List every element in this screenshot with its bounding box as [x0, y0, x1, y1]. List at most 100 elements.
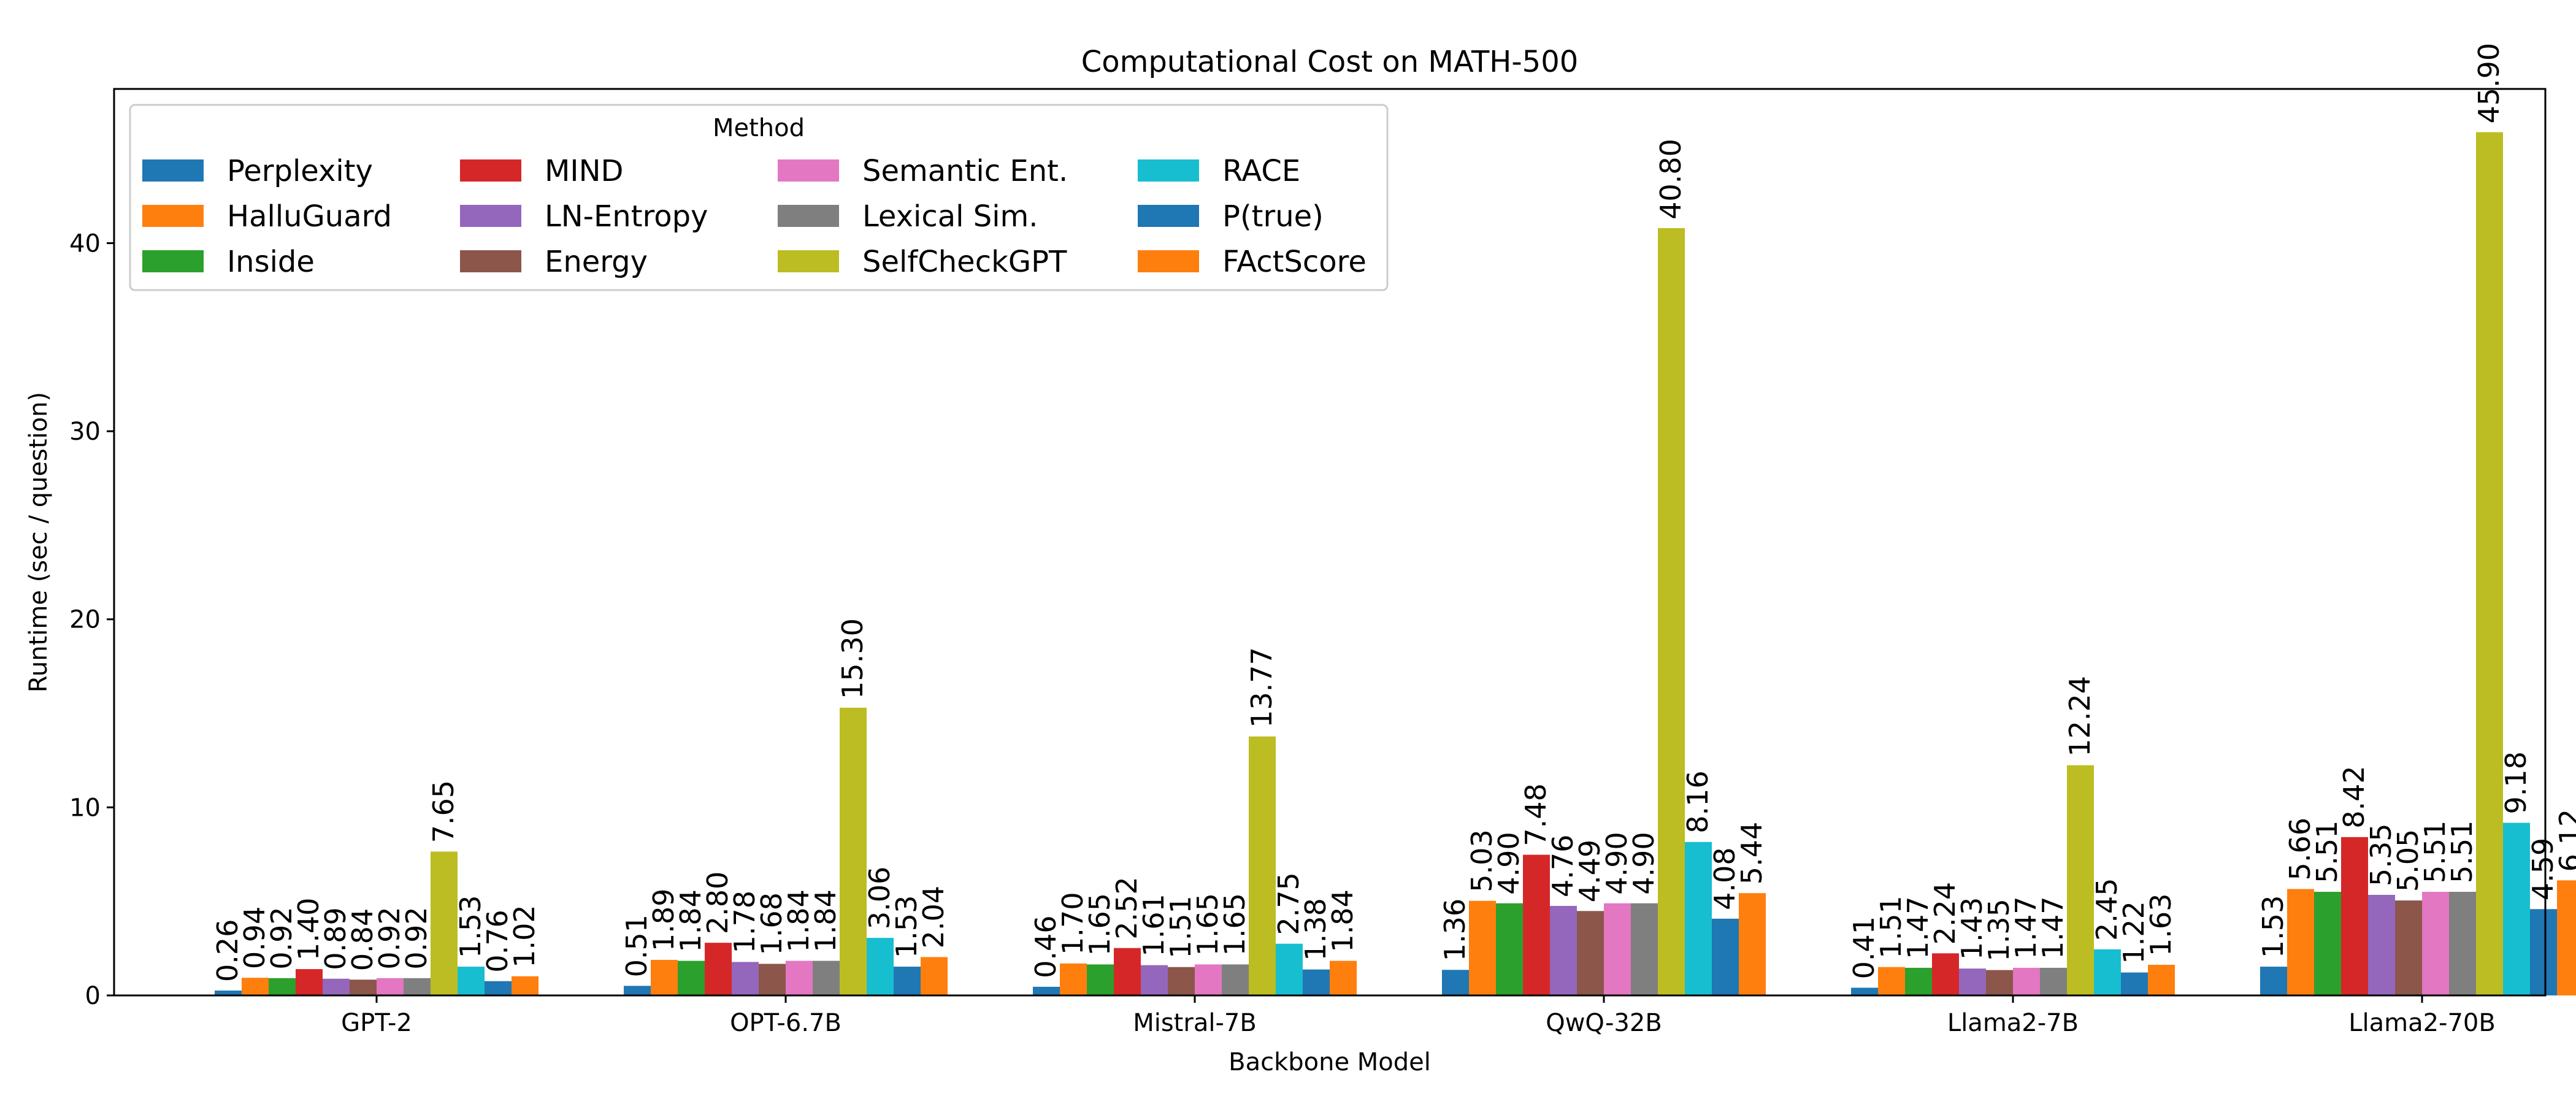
bar-value-label: 1.53 — [454, 895, 487, 958]
bar — [1685, 841, 1712, 995]
bar — [404, 978, 431, 995]
bar-value-label: 1.70 — [1056, 892, 1089, 954]
bar — [2341, 837, 2368, 995]
bar-value-label: 0.76 — [481, 910, 514, 972]
bar-value-label: 1.65 — [1083, 893, 1116, 956]
bar-value-label: 0.92 — [265, 907, 298, 969]
bar-value-label: 9.18 — [2499, 751, 2532, 814]
bar-value-label: 1.38 — [1299, 898, 1332, 960]
bar-value-label: 1.51 — [1874, 895, 1907, 958]
bar — [1249, 736, 1276, 995]
bar — [1878, 967, 1905, 995]
legend-label: Energy — [545, 245, 648, 279]
x-tick-label: OPT-6.7B — [730, 1009, 841, 1037]
legend-label: MIND — [545, 154, 623, 188]
bar — [296, 969, 323, 995]
bars-layer — [215, 132, 2576, 996]
bar-value-label: 1.47 — [1901, 897, 1934, 959]
bar — [1550, 906, 1577, 995]
bar-value-label: 1.84 — [1326, 889, 1359, 952]
bar-value-label: 8.42 — [2337, 765, 2371, 828]
bar-value-label: 5.51 — [2310, 821, 2344, 883]
bar-value-label: 6.12 — [2553, 809, 2576, 872]
bar-value-label: 2.45 — [2090, 878, 2123, 940]
bar-value-label: 1.68 — [755, 892, 788, 955]
y-axis-label: Runtime (sec / question) — [25, 392, 53, 692]
legend-items: Perplexity HalluGuard Inside MIND LN-Entropy… — [142, 154, 1367, 279]
bar — [1168, 967, 1195, 995]
bar-value-label: 4.90 — [1627, 832, 1660, 894]
bar-value-label: 1.65 — [1191, 893, 1224, 956]
bar-value-label: 8.16 — [1681, 770, 1714, 833]
bar-value-label: 2.04 — [917, 886, 950, 948]
bar-value-label: 5.05 — [2391, 829, 2425, 892]
bar-value-label: 1.35 — [1982, 899, 2015, 961]
bar — [2449, 892, 2476, 995]
bar-value-label: 0.84 — [346, 908, 379, 971]
bar — [1496, 903, 1523, 995]
x-tick-label: Llama2-7B — [1947, 1009, 2079, 1037]
bar-value-label: 1.22 — [2117, 901, 2150, 964]
bar-value-label: 1.02 — [508, 905, 541, 967]
legend: Method Perplexity HalluGuard Inside MIND LN-… — [129, 104, 1389, 291]
bar — [1523, 854, 1550, 995]
legend-frame — [129, 104, 1389, 291]
bar — [2013, 967, 2040, 995]
bar — [840, 707, 867, 995]
bar — [215, 991, 242, 995]
bar — [1114, 948, 1141, 995]
bar-value-label: 1.84 — [809, 889, 842, 952]
bar — [867, 938, 894, 995]
legend-swatch — [460, 205, 521, 227]
bar — [2476, 132, 2503, 995]
bar-value-label: 2.52 — [1110, 876, 1143, 939]
bar — [2368, 894, 2395, 995]
bar-value-label: 40.80 — [1654, 139, 1687, 220]
value-labels-layer: 0.260.940.921.400.890.840.920.927.651.53… — [211, 43, 2576, 982]
bar — [786, 960, 813, 995]
bar-value-label: 1.53 — [890, 895, 923, 958]
y-tick-label: 20 — [69, 606, 101, 634]
bar-value-label: 0.26 — [211, 919, 244, 982]
bar-value-label: 1.47 — [2009, 897, 2042, 959]
legend-swatch — [142, 250, 204, 272]
legend-swatch — [142, 205, 204, 227]
bar — [2148, 965, 2175, 995]
legend-label: LN-Entropy — [545, 199, 708, 234]
legend-label: FActScore — [1222, 245, 1367, 279]
legend-swatch — [142, 159, 204, 182]
bar-value-label: 1.89 — [647, 889, 680, 951]
bar — [651, 960, 678, 995]
bar — [1060, 963, 1087, 995]
bar-value-label: 1.36 — [1438, 899, 1471, 961]
bar-value-label: 4.76 — [1546, 835, 1579, 897]
bar-value-label: 5.44 — [1735, 822, 1768, 884]
bar — [458, 967, 485, 995]
bar — [2094, 949, 2121, 995]
bar-value-label: 1.43 — [1955, 897, 1988, 960]
bar-value-label: 1.47 — [2036, 897, 2069, 959]
legend-label: Perplexity — [227, 154, 373, 188]
bar — [2503, 822, 2530, 995]
y-tick-label: 10 — [69, 794, 101, 822]
legend-label: Inside — [227, 245, 315, 279]
bar-value-label: 0.94 — [238, 907, 271, 969]
legend-swatch — [1138, 205, 1199, 227]
legend-title: Method — [713, 114, 805, 142]
bar-value-label: 1.65 — [1218, 893, 1251, 956]
y-tick-label: 40 — [69, 229, 101, 258]
legend-swatch — [778, 250, 839, 272]
bar-value-label: 0.92 — [373, 907, 406, 969]
legend-swatch — [778, 159, 839, 182]
bar-value-label: 0.46 — [1029, 915, 1062, 978]
legend-swatch — [778, 205, 839, 227]
legend-label: SelfCheckGPT — [862, 245, 1067, 279]
bar-value-label: 3.06 — [863, 867, 896, 929]
bar — [2557, 880, 2576, 995]
bar-value-label: 4.90 — [1492, 832, 1525, 894]
bar-value-label: 0.51 — [620, 914, 653, 977]
bar — [1577, 911, 1604, 995]
y-tick-label: 0 — [85, 982, 101, 1010]
bar-value-label: 4.90 — [1600, 832, 1633, 894]
bar-value-label: 0.92 — [400, 907, 433, 969]
